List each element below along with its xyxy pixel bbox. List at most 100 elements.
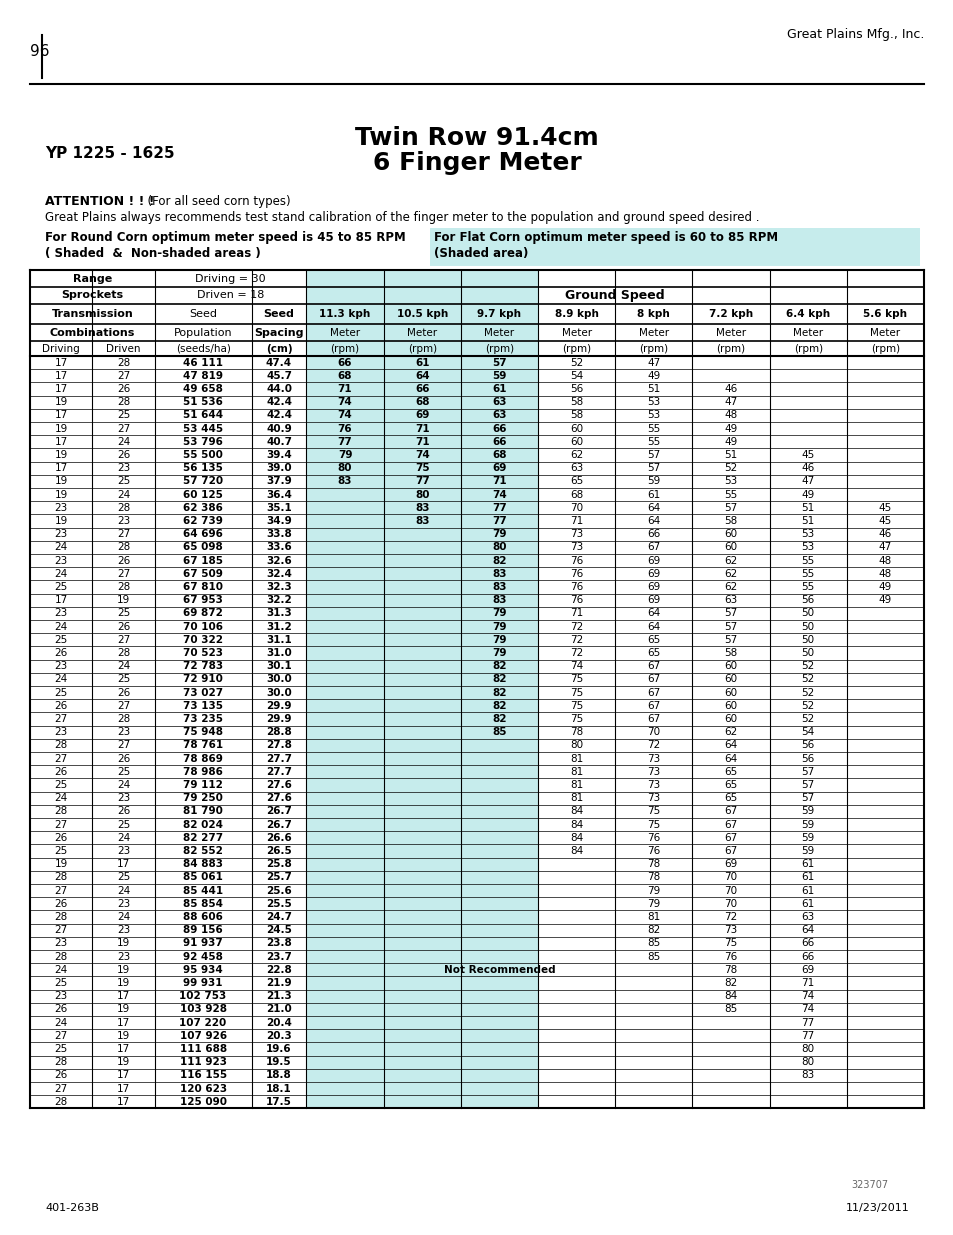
- Text: 65: 65: [723, 767, 737, 777]
- Text: 57: 57: [801, 781, 814, 790]
- Text: 26: 26: [116, 384, 130, 394]
- Text: 79 112: 79 112: [183, 781, 223, 790]
- Text: 32.6: 32.6: [266, 556, 292, 566]
- Text: Transmission: Transmission: [51, 309, 133, 319]
- Text: 82 024: 82 024: [183, 820, 223, 830]
- Text: 17: 17: [116, 860, 130, 869]
- Text: 45: 45: [801, 450, 814, 459]
- Text: 84: 84: [569, 832, 582, 842]
- Text: 82: 82: [492, 661, 506, 671]
- Text: 32.2: 32.2: [266, 595, 292, 605]
- Text: 74: 74: [569, 661, 582, 671]
- Text: 55: 55: [801, 556, 814, 566]
- Text: (Shaded area): (Shaded area): [434, 247, 528, 261]
- Text: 23: 23: [116, 952, 130, 962]
- Text: 19: 19: [54, 450, 68, 459]
- Text: 45: 45: [878, 503, 891, 513]
- Text: 79: 79: [646, 885, 659, 895]
- Text: 27: 27: [54, 885, 68, 895]
- Text: 78 869: 78 869: [183, 753, 223, 763]
- Text: 81: 81: [569, 793, 582, 803]
- Text: 96: 96: [30, 44, 50, 59]
- Text: 18.1: 18.1: [266, 1083, 292, 1094]
- Text: 85: 85: [492, 727, 506, 737]
- Text: 26.6: 26.6: [266, 832, 292, 842]
- Text: 25: 25: [116, 820, 130, 830]
- Text: (rpm): (rpm): [870, 343, 899, 353]
- Text: 49: 49: [878, 595, 891, 605]
- Text: 50: 50: [801, 621, 814, 631]
- Text: 19: 19: [116, 965, 130, 974]
- Text: 27.6: 27.6: [266, 793, 292, 803]
- Text: 125 090: 125 090: [179, 1097, 226, 1107]
- Text: 73 027: 73 027: [183, 688, 223, 698]
- Text: 25.6: 25.6: [266, 885, 292, 895]
- Text: 49: 49: [646, 370, 659, 380]
- Text: 72: 72: [723, 911, 737, 923]
- Text: 71: 71: [492, 477, 506, 487]
- Text: 51: 51: [646, 384, 659, 394]
- Text: 53: 53: [723, 477, 737, 487]
- Text: 67 953: 67 953: [183, 595, 223, 605]
- Text: 85 061: 85 061: [183, 872, 223, 882]
- Text: 27: 27: [54, 820, 68, 830]
- Text: 72: 72: [646, 741, 659, 751]
- Text: 42.4: 42.4: [266, 398, 292, 408]
- Text: Seed: Seed: [263, 309, 294, 319]
- Text: 25.8: 25.8: [266, 860, 292, 869]
- Text: 75: 75: [569, 700, 582, 711]
- Text: 55: 55: [646, 437, 659, 447]
- Text: 53 796: 53 796: [183, 437, 223, 447]
- Text: 45: 45: [878, 516, 891, 526]
- Text: 50: 50: [801, 635, 814, 645]
- Text: 25.5: 25.5: [266, 899, 292, 909]
- Text: 67: 67: [646, 661, 659, 671]
- Text: 69: 69: [801, 965, 814, 974]
- Text: 79: 79: [646, 899, 659, 909]
- Text: Driving: Driving: [42, 343, 80, 353]
- Text: 47 819: 47 819: [183, 370, 223, 380]
- Text: 84: 84: [723, 992, 737, 1002]
- Text: 47: 47: [878, 542, 891, 552]
- Text: 73: 73: [646, 793, 659, 803]
- Text: 26.7: 26.7: [266, 806, 292, 816]
- Text: 24: 24: [54, 965, 68, 974]
- Text: 67 810: 67 810: [183, 582, 223, 592]
- Text: 36.4: 36.4: [266, 489, 292, 500]
- Text: 27.7: 27.7: [266, 753, 292, 763]
- Text: 17: 17: [116, 1018, 130, 1028]
- Text: 82: 82: [646, 925, 659, 935]
- Text: 44.0: 44.0: [266, 384, 292, 394]
- Text: 11.3 kph: 11.3 kph: [319, 309, 371, 319]
- Text: 70: 70: [646, 727, 659, 737]
- Text: 81 790: 81 790: [183, 806, 223, 816]
- Text: Twin Row 91.4cm: Twin Row 91.4cm: [355, 126, 598, 149]
- Bar: [306, 270, 383, 1108]
- Text: 25: 25: [116, 609, 130, 619]
- Text: 66: 66: [801, 952, 814, 962]
- Text: 19: 19: [116, 1057, 130, 1067]
- Text: 75: 75: [569, 674, 582, 684]
- Text: ATTENTION ! ! !: ATTENTION ! ! !: [45, 195, 154, 207]
- Text: 23: 23: [54, 503, 68, 513]
- Text: 107 220: 107 220: [179, 1018, 227, 1028]
- Text: 24: 24: [116, 489, 130, 500]
- Text: 73: 73: [569, 542, 582, 552]
- Text: 51: 51: [801, 503, 814, 513]
- Text: 47.4: 47.4: [266, 358, 292, 368]
- Text: 71: 71: [801, 978, 814, 988]
- Text: 48: 48: [723, 410, 737, 420]
- Text: 33.6: 33.6: [266, 542, 292, 552]
- Text: 28: 28: [54, 952, 68, 962]
- Text: 83: 83: [415, 503, 429, 513]
- Text: 70: 70: [723, 899, 737, 909]
- Text: 76: 76: [569, 582, 582, 592]
- Text: 62: 62: [723, 569, 737, 579]
- Text: 25: 25: [116, 477, 130, 487]
- Text: 57: 57: [492, 358, 506, 368]
- Text: 33.8: 33.8: [266, 530, 292, 540]
- Text: 66: 66: [801, 939, 814, 948]
- Text: 77: 77: [337, 437, 352, 447]
- Text: 23: 23: [116, 463, 130, 473]
- Text: 69: 69: [415, 410, 429, 420]
